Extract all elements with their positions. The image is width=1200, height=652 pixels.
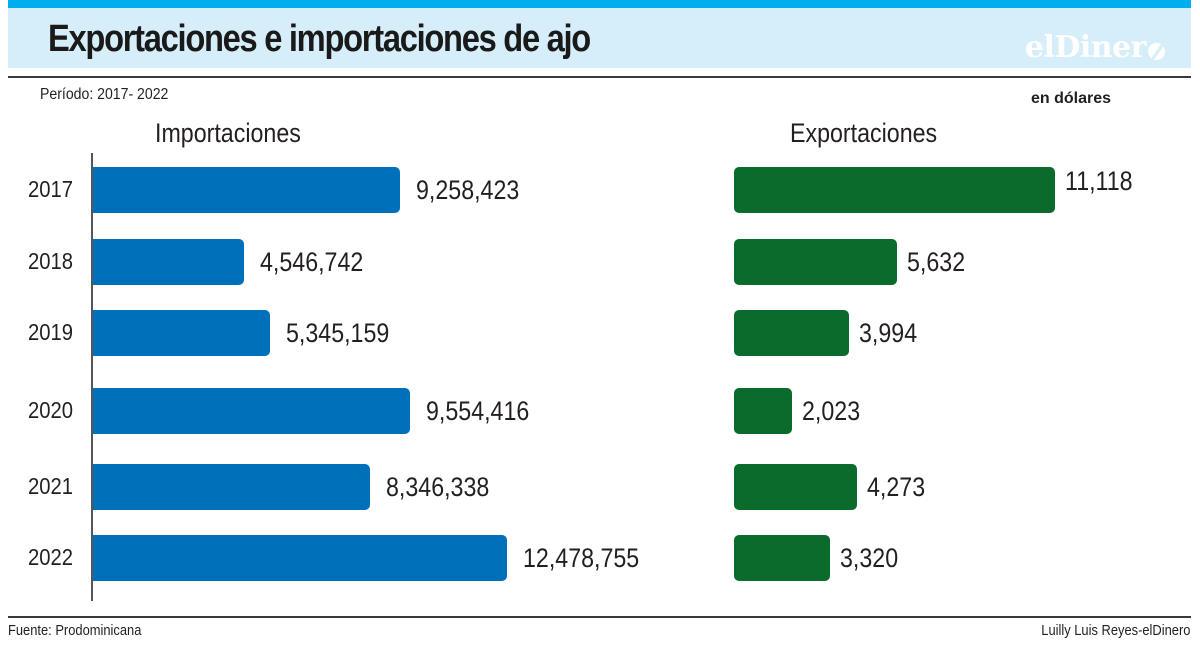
export-bar-2019: [734, 310, 850, 356]
logo-text: elDiner: [1024, 30, 1147, 65]
export-value-label-2021: 4,273: [867, 472, 926, 502]
author-credit: Luilly Luis Reyes-elDinero: [1040, 622, 1190, 639]
import-value-label-2017: 9,258,423: [416, 175, 520, 205]
title-band: Exportaciones e importaciones de ajo elD…: [8, 8, 1191, 68]
export-value-label-2022: 3,320: [839, 543, 898, 573]
year-label-2022: 2022: [28, 544, 74, 570]
export-bar-2020: [734, 388, 793, 434]
logo-coin-icon: [1148, 43, 1165, 60]
imports-axis-line: [91, 153, 93, 601]
exports-panel-title: Exportaciones: [790, 118, 938, 148]
import-value-label-2022: 12,478,755: [523, 543, 640, 573]
export-bar-2018: [734, 239, 897, 285]
import-bar-2020: [93, 388, 410, 434]
eldinero-logo: elDiner: [1025, 30, 1165, 65]
year-label-2021: 2021: [28, 473, 74, 499]
import-bar-2022: [93, 535, 507, 581]
import-bar-2018: [93, 239, 244, 285]
source-note: Fuente: Prodominicana: [8, 622, 142, 639]
import-value-label-2019: 5,345,159: [286, 318, 390, 348]
period-label: Período: 2017- 2022: [40, 86, 169, 103]
units-label: en dólares: [1031, 90, 1112, 107]
imports-panel-title: Importaciones: [155, 118, 301, 148]
import-value-label-2020: 9,554,416: [425, 396, 530, 426]
year-label-2019: 2019: [28, 319, 74, 345]
export-value-label-2020: 2,023: [802, 396, 861, 426]
import-bar-2017: [93, 167, 401, 213]
import-value-label-2018: 4,546,742: [259, 247, 364, 277]
year-label-2017: 2017: [28, 176, 74, 202]
import-value-label-2021: 8,346,338: [385, 472, 490, 502]
year-label-2018: 2018: [28, 248, 74, 274]
export-bar-2017: [734, 167, 1055, 213]
export-value-label-2018: 5,632: [906, 247, 965, 277]
export-value-label-2017: 11,118: [1065, 166, 1133, 196]
chart-title: Exportaciones e importaciones de ajo: [48, 18, 591, 60]
header-divider: [8, 76, 1191, 78]
top-accent-stripe: [8, 0, 1191, 8]
export-bar-2021: [734, 464, 858, 510]
footer-divider: [8, 616, 1191, 618]
import-bar-2019: [93, 310, 271, 356]
export-value-label-2019: 3,994: [859, 318, 918, 348]
import-bar-2021: [93, 464, 370, 510]
export-bar-2022: [734, 535, 830, 581]
year-label-2020: 2020: [28, 397, 74, 423]
